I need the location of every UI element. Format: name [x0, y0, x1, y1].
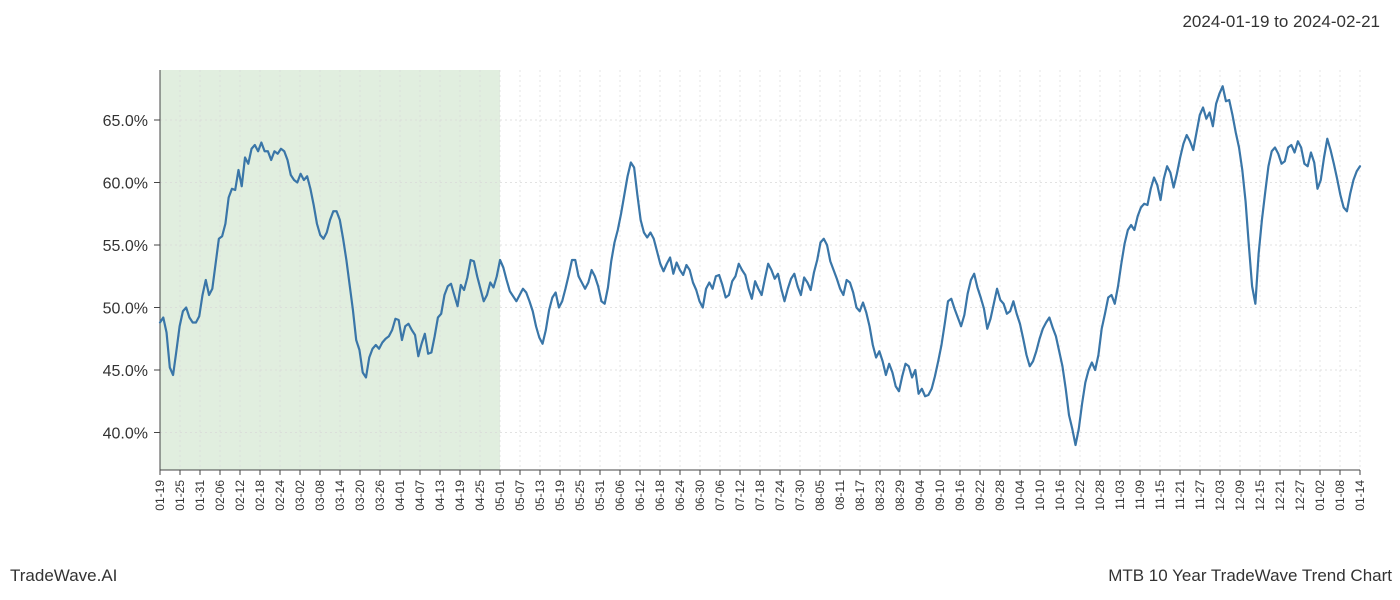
svg-text:06-24: 06-24 — [673, 480, 687, 511]
svg-text:08-23: 08-23 — [873, 480, 887, 511]
svg-text:09-16: 09-16 — [953, 480, 967, 511]
trend-chart: 40.0% 45.0% 50.0% 55.0% 60.0% 65.0% 01-19 01-25… — [0, 55, 1400, 535]
svg-text:03-08: 03-08 — [313, 480, 327, 511]
footer-brand: TradeWave.AI — [10, 566, 117, 586]
svg-text:03-20: 03-20 — [353, 480, 367, 511]
svg-text:06-12: 06-12 — [633, 480, 647, 511]
svg-text:03-02: 03-02 — [293, 480, 307, 511]
svg-text:65.0%: 65.0% — [103, 113, 148, 130]
svg-text:08-05: 08-05 — [813, 480, 827, 511]
svg-text:11-03: 11-03 — [1113, 480, 1127, 510]
svg-text:10-04: 10-04 — [1013, 480, 1027, 511]
svg-text:11-09: 11-09 — [1133, 480, 1147, 510]
svg-text:10-16: 10-16 — [1053, 480, 1067, 511]
svg-text:08-17: 08-17 — [853, 480, 867, 511]
chart-svg: 40.0% 45.0% 50.0% 55.0% 60.0% 65.0% 01-19 01-25… — [0, 55, 1400, 535]
svg-text:10-10: 10-10 — [1033, 480, 1047, 511]
svg-text:40.0%: 40.0% — [103, 426, 148, 443]
svg-text:11-27: 11-27 — [1193, 480, 1207, 510]
svg-text:04-25: 04-25 — [473, 480, 487, 511]
svg-text:01-19: 01-19 — [153, 480, 167, 511]
svg-text:01-25: 01-25 — [173, 480, 187, 511]
svg-text:12-15: 12-15 — [1253, 480, 1267, 511]
svg-text:07-12: 07-12 — [733, 480, 747, 511]
svg-text:05-07: 05-07 — [513, 480, 527, 511]
svg-text:01-31: 01-31 — [193, 480, 207, 511]
svg-text:02-18: 02-18 — [253, 480, 267, 511]
svg-text:50.0%: 50.0% — [103, 301, 148, 318]
svg-text:60.0%: 60.0% — [103, 176, 148, 193]
svg-text:06-30: 06-30 — [693, 480, 707, 511]
svg-text:11-15: 11-15 — [1153, 480, 1167, 510]
svg-text:10-28: 10-28 — [1093, 480, 1107, 511]
svg-text:10-22: 10-22 — [1073, 480, 1087, 511]
svg-text:12-27: 12-27 — [1293, 480, 1307, 511]
svg-text:01-08: 01-08 — [1333, 480, 1347, 511]
svg-text:07-18: 07-18 — [753, 480, 767, 511]
svg-text:05-19: 05-19 — [553, 480, 567, 511]
svg-text:08-11: 08-11 — [833, 480, 847, 510]
svg-text:04-07: 04-07 — [413, 480, 427, 511]
svg-text:09-10: 09-10 — [933, 480, 947, 511]
svg-text:04-13: 04-13 — [433, 480, 447, 511]
svg-text:05-13: 05-13 — [533, 480, 547, 511]
svg-text:12-03: 12-03 — [1213, 480, 1227, 511]
svg-text:04-19: 04-19 — [453, 480, 467, 511]
svg-text:07-30: 07-30 — [793, 480, 807, 511]
svg-text:06-06: 06-06 — [613, 480, 627, 511]
svg-text:02-12: 02-12 — [233, 480, 247, 511]
svg-text:07-24: 07-24 — [773, 480, 787, 511]
svg-text:05-31: 05-31 — [593, 480, 607, 511]
date-range-label: 2024-01-19 to 2024-02-21 — [1182, 12, 1380, 32]
svg-text:12-21: 12-21 — [1273, 480, 1287, 511]
svg-text:55.0%: 55.0% — [103, 238, 148, 255]
svg-text:05-01: 05-01 — [493, 480, 507, 511]
svg-text:05-25: 05-25 — [573, 480, 587, 511]
svg-text:03-14: 03-14 — [333, 480, 347, 511]
svg-text:03-26: 03-26 — [373, 480, 387, 511]
svg-text:12-09: 12-09 — [1233, 480, 1247, 511]
svg-text:01-02: 01-02 — [1313, 480, 1327, 511]
footer-title: MTB 10 Year TradeWave Trend Chart — [1108, 566, 1392, 586]
svg-text:09-22: 09-22 — [973, 480, 987, 511]
svg-text:08-29: 08-29 — [893, 480, 907, 511]
svg-text:06-18: 06-18 — [653, 480, 667, 511]
svg-text:07-06: 07-06 — [713, 480, 727, 511]
svg-text:45.0%: 45.0% — [103, 363, 148, 380]
svg-text:02-06: 02-06 — [213, 480, 227, 511]
svg-text:04-01: 04-01 — [393, 480, 407, 511]
svg-text:09-04: 09-04 — [913, 480, 927, 511]
svg-text:11-21: 11-21 — [1173, 480, 1187, 510]
svg-text:01-14: 01-14 — [1353, 480, 1367, 511]
svg-text:09-28: 09-28 — [993, 480, 1007, 511]
svg-text:02-24: 02-24 — [273, 480, 287, 511]
